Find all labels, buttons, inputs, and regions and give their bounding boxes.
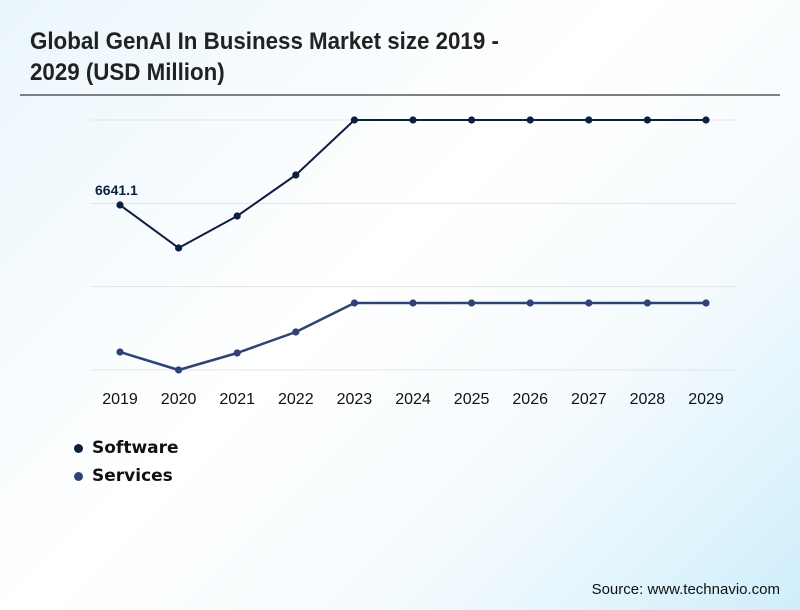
x-axis-tick-labels: 2019 2020 2021 2022 2023 2024 2025 2026 2027 2028… — [102, 391, 724, 408]
x-tick-label: 2026 — [512, 391, 548, 408]
data-point-services-2028[interactable] — [643, 299, 652, 307]
gridlines — [91, 119, 736, 371]
legend-item-services[interactable]: Services — [74, 462, 179, 490]
series-points — [116, 116, 710, 374]
data-point-services-2020[interactable] — [175, 366, 183, 374]
data-point-software-2020[interactable] — [175, 244, 183, 252]
legend-label-software: Software — [92, 438, 179, 458]
data-label-software-2019: 6641.1 — [95, 182, 138, 198]
legend-marker-services-icon — [74, 471, 83, 481]
data-point-software-2029[interactable] — [702, 116, 710, 124]
data-point-software-2027[interactable] — [585, 116, 593, 124]
chart-title-line-1: Global GenAI In Business Market size 201… — [30, 28, 499, 55]
chart-title: Global GenAI In Business Market size 201… — [30, 26, 625, 88]
data-point-software-2024[interactable] — [409, 116, 417, 124]
data-point-software-2022[interactable] — [292, 171, 300, 179]
x-tick-label: 2024 — [395, 391, 431, 408]
x-tick-label: 2020 — [161, 391, 197, 408]
data-point-software-2023[interactable] — [350, 116, 358, 124]
data-point-services-2019[interactable] — [116, 348, 124, 356]
chart-title-line-2: 2029 (USD Million) — [30, 59, 225, 86]
data-point-services-2024[interactable] — [409, 299, 417, 307]
data-point-software-2021[interactable] — [233, 212, 241, 220]
x-tick-label: 2021 — [219, 391, 255, 408]
series-lines — [119, 119, 706, 372]
data-point-services-2026[interactable] — [526, 299, 534, 307]
source-note: Source: www.technavio.com — [591, 581, 780, 598]
legend-marker-software-icon — [74, 443, 83, 453]
x-tick-label: 2022 — [278, 391, 314, 408]
x-tick-label: 2027 — [571, 391, 607, 408]
data-point-services-2022[interactable] — [292, 328, 300, 336]
data-point-services-2029[interactable] — [702, 299, 710, 307]
data-point-software-2026[interactable] — [526, 116, 534, 124]
data-point-services-2025[interactable] — [468, 299, 476, 307]
data-labels: 6641.1 — [95, 182, 138, 198]
data-point-services-2027[interactable] — [585, 299, 593, 307]
legend: Software Services — [74, 434, 179, 490]
x-tick-label: 2019 — [102, 391, 138, 408]
legend-label-services: Services — [92, 466, 173, 486]
x-tick-label: 2025 — [454, 391, 490, 408]
x-tick-label: 2029 — [688, 391, 724, 408]
data-point-software-2025[interactable] — [468, 116, 476, 124]
x-tick-label: 2028 — [630, 391, 666, 408]
series-line-software — [119, 119, 706, 249]
data-point-software-2028[interactable] — [643, 116, 652, 124]
data-point-software-2019[interactable] — [116, 201, 124, 209]
data-point-services-2023[interactable] — [350, 299, 358, 307]
x-tick-label: 2023 — [337, 391, 373, 408]
data-point-services-2021[interactable] — [233, 349, 241, 357]
series-line-services — [119, 301, 706, 372]
title-divider — [20, 94, 780, 96]
legend-item-software[interactable]: Software — [74, 434, 179, 462]
